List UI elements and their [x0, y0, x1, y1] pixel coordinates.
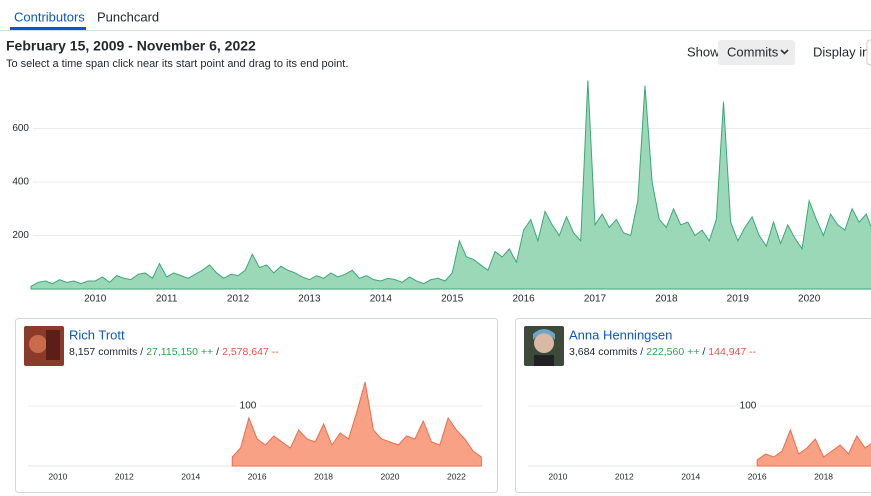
- stat: 8,157 commits: [69, 346, 137, 358]
- x-tick-label: 2013: [298, 294, 321, 305]
- x-tick-label: 2018: [314, 471, 333, 481]
- stat: 2,578,647 --: [222, 346, 279, 358]
- x-tick-label: 2019: [727, 294, 750, 305]
- select[interactable]: [718, 40, 795, 65]
- y-tick-label: 600: [12, 123, 29, 134]
- display-label: Display in: [813, 44, 869, 59]
- x-tick-label: 2012: [615, 471, 634, 481]
- stat: 144,947 --: [708, 346, 756, 358]
- stat: /: [216, 346, 219, 358]
- x-tick-label: 2018: [655, 294, 678, 305]
- chart: 100 2010 2012 2014 2016 2018: [528, 399, 871, 481]
- x-tick-label: 2010: [48, 471, 67, 481]
- x-tick-label: 2020: [798, 294, 821, 305]
- contributor-stats: 3,684 commits/222,560 ++/144,947 --: [569, 346, 757, 358]
- select[interactable]: [866, 39, 871, 66]
- chevron: [780, 49, 789, 55]
- stat: /: [140, 346, 143, 358]
- x-tick-label: 2010: [84, 294, 107, 305]
- x-tick-label: 2022: [447, 471, 466, 481]
- avatar: [524, 326, 564, 366]
- x-tick-label: 2012: [115, 471, 134, 481]
- stat: /: [702, 346, 705, 358]
- stat: /: [640, 346, 643, 358]
- select-value[interactable]: Commits: [727, 44, 779, 59]
- x-tick-label: 2016: [248, 471, 267, 481]
- contributor-name[interactable]: Anna Henningsen: [569, 327, 672, 342]
- x-tick-label: 2015: [441, 294, 464, 305]
- area: [30, 80, 871, 290]
- x-tick-label: 2014: [181, 471, 200, 481]
- area: [231, 381, 482, 467]
- y-tick-label: 200: [12, 230, 29, 241]
- divider: [0, 30, 871, 31]
- contributor-stats: 8,157 commits/27,115,150 ++/2,578,647 --: [69, 346, 279, 358]
- stat: 3,684 commits: [569, 346, 637, 358]
- x-tick-label: 2020: [381, 471, 400, 481]
- y-tick-label: 400: [12, 177, 29, 188]
- date-range: February 15, 2009 - November 6, 2022: [6, 38, 256, 54]
- tab[interactable]: Contributors: [14, 9, 85, 24]
- x-tick-label: 2011: [156, 294, 178, 305]
- x-tick-label: 2016: [748, 471, 767, 481]
- x-tick-label: 2017: [584, 294, 607, 305]
- chart: 100 2010 2012 2014 2016 2018 2020 2022: [28, 381, 483, 481]
- x-tick-label: 2016: [512, 294, 535, 305]
- x-tick-label: 2012: [227, 294, 250, 305]
- show-label: Show: [687, 44, 720, 59]
- contributor-name[interactable]: Rich Trott: [69, 327, 125, 342]
- hint: To select a time span click near its sta…: [6, 58, 348, 70]
- area: [756, 428, 871, 467]
- y-tick-label: 100: [240, 401, 257, 412]
- avatar: [24, 326, 64, 366]
- stat: 222,560 ++: [646, 346, 699, 358]
- tick-label-bg: [736, 399, 760, 413]
- stat: 27,115,150 ++: [146, 346, 213, 358]
- x-tick-label: 2014: [681, 471, 700, 481]
- x-tick-label: 2010: [548, 471, 567, 481]
- tick-label-bg: [236, 399, 260, 413]
- x-tick-label: 2014: [370, 294, 393, 305]
- x-tick-label: 2018: [814, 471, 833, 481]
- y-tick-label: 100: [740, 401, 757, 412]
- tab-underline: [10, 27, 86, 30]
- chart: 200 400 600 2010 2011 2012 2013 2014 2015 2016 201…: [12, 80, 871, 305]
- tab[interactable]: Punchcard: [97, 9, 159, 24]
